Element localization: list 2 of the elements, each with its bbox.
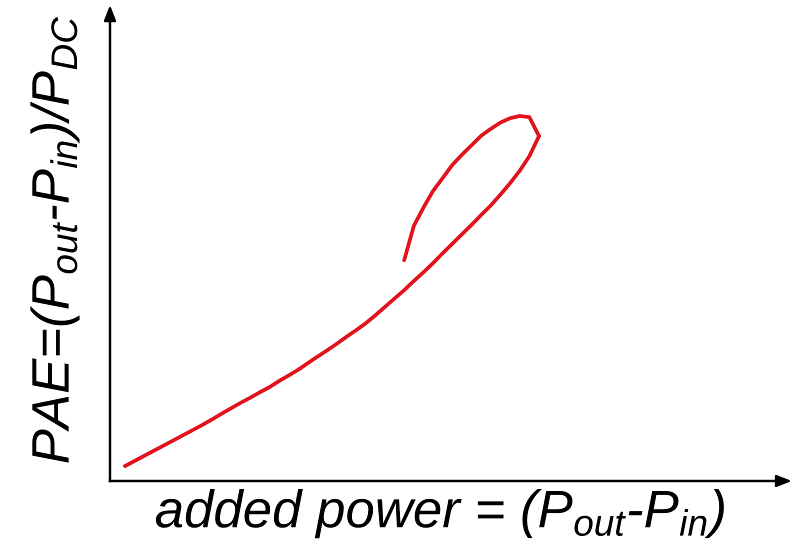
x-axis-title: added power = (P$_{out}$-P$_{in}$) xyxy=(156,489,724,538)
y-axis-title: PAE=(P$_{out}$-P$_{in}$)/P$_{DC}$ xyxy=(30,16,80,463)
